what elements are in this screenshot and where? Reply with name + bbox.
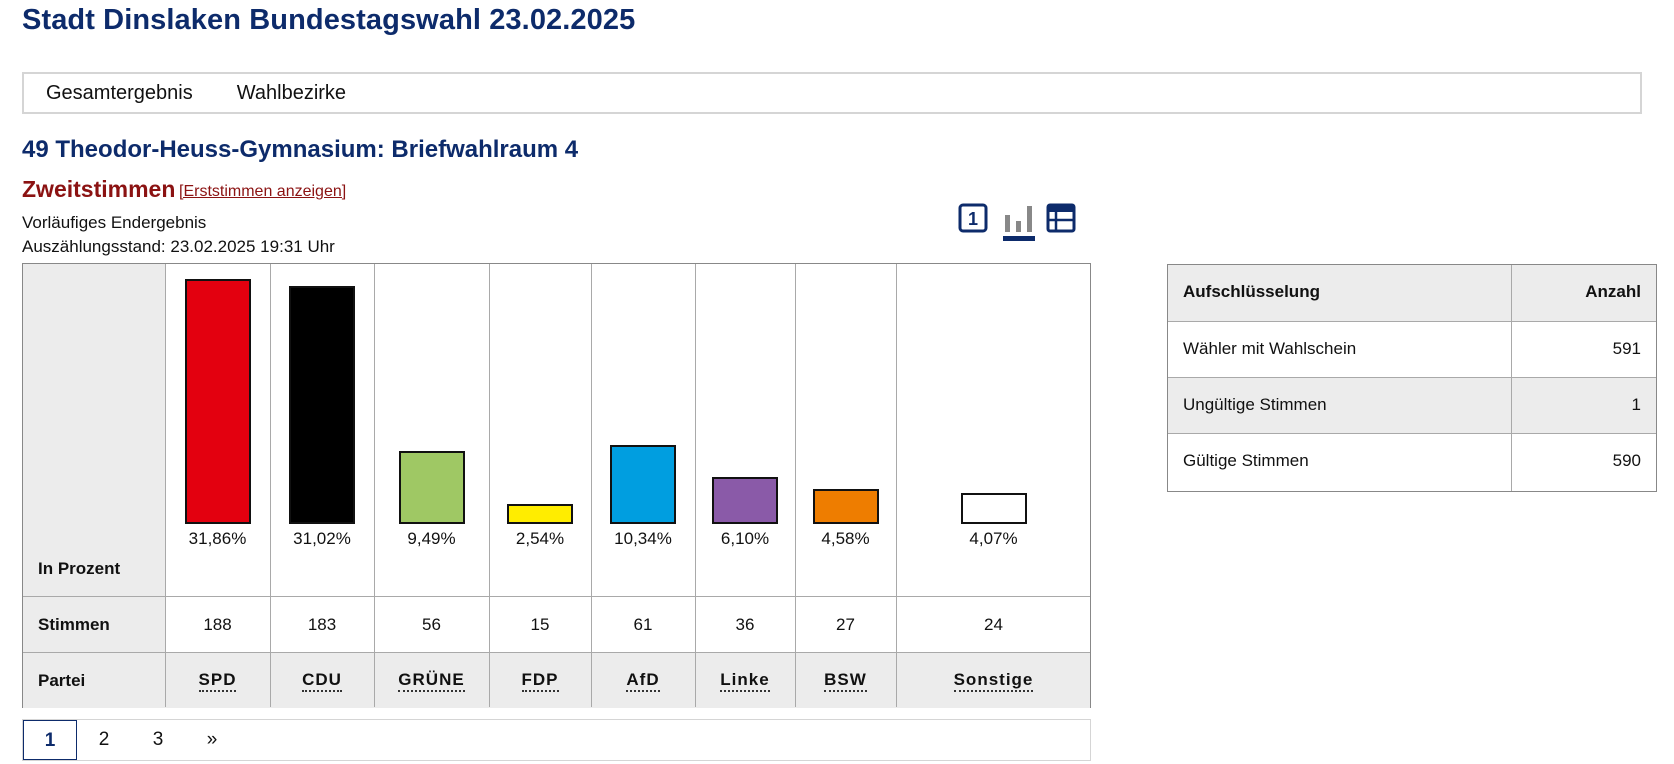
- party-column: [591, 264, 695, 707]
- page-1-button[interactable]: 1: [23, 720, 77, 760]
- votes-value: 188: [203, 615, 232, 634]
- breakdown-row: Ungültige Stimmen 1: [1168, 377, 1656, 433]
- party-name-cell: BSW: [795, 670, 896, 692]
- party-name-cell: Sonstige: [896, 670, 1091, 692]
- party-column: [896, 264, 1091, 707]
- number-view-label: 1: [968, 209, 978, 229]
- votes-value: 61: [633, 615, 653, 634]
- party-row-label: Partei: [38, 671, 86, 690]
- votes-value: 36: [735, 615, 755, 634]
- pagination: 1 2 3 »: [22, 719, 1091, 761]
- breakdown-row-value: 1: [1631, 395, 1641, 414]
- nav-wahlbezirke[interactable]: Wahlbezirke: [236, 81, 347, 104]
- party-row-bg: [23, 652, 1090, 708]
- party-name-afd[interactable]: AfD: [626, 670, 660, 692]
- breakdown-row-value: 590: [1612, 451, 1641, 470]
- show-first-votes-link[interactable]: [Erststimmen anzeigen]: [179, 183, 347, 200]
- percent-value: 4,58%: [821, 529, 870, 548]
- party-column: [695, 264, 795, 707]
- bar-linke: [712, 477, 778, 524]
- breakdown-row-label: Gültige Stimmen: [1183, 451, 1309, 470]
- status-timestamp: Auszählungsstand: 23.02.2025 19:31 Uhr: [22, 237, 335, 256]
- page-title: Stadt Dinslaken Bundestagswahl 23.02.202…: [22, 4, 636, 36]
- bar-sonstige: [960, 492, 1027, 524]
- breakdown-header-count: Anzahl: [1585, 282, 1641, 301]
- main-nav: Gesamtergebnis Wahlbezirke: [22, 72, 1642, 114]
- bar-grüne: [398, 451, 465, 524]
- party-name-bsw[interactable]: BSW: [824, 670, 867, 692]
- percent-value: 31,02%: [293, 529, 351, 548]
- row-divider: [23, 652, 1090, 653]
- votes-value: 183: [307, 615, 337, 634]
- party-name-cell: CDU: [270, 670, 374, 692]
- percent-value: 4,07%: [969, 529, 1018, 548]
- breakdown-header-row: Aufschlüsselung Anzahl: [1168, 265, 1656, 321]
- vote-type-title: Zweitstimmen: [22, 176, 176, 202]
- breakdown-column-divider: [1511, 265, 1512, 491]
- party-name-cell: Linke: [695, 670, 795, 692]
- percent-row-label: In Prozent: [38, 559, 121, 578]
- page-2-button[interactable]: 2: [98, 729, 110, 750]
- breakdown-header-label: Aufschlüsselung: [1183, 282, 1320, 301]
- party-name-cell: GRÜNE: [374, 670, 489, 692]
- number-view-icon[interactable]: 1: [958, 203, 988, 238]
- table-view-icon[interactable]: [1046, 203, 1076, 238]
- status-result-type: Vorläufiges Endergebnis: [22, 213, 207, 232]
- party-column: [374, 264, 489, 707]
- count-status: Vorläufiges Endergebnis Auszählungsstand…: [22, 211, 335, 259]
- party-column: [165, 264, 270, 707]
- party-name-cell: AfD: [591, 670, 695, 692]
- percent-value: 9,49%: [407, 529, 456, 548]
- votes-row-label: Stimmen: [38, 615, 110, 634]
- party-column: [795, 264, 896, 707]
- party-name-grüne[interactable]: GRÜNE: [398, 670, 465, 692]
- percent-value: 2,54%: [515, 529, 565, 548]
- party-name-cdu[interactable]: CDU: [302, 670, 342, 692]
- nav-gesamtergebnis[interactable]: Gesamtergebnis: [46, 81, 193, 104]
- bar-cdu: [289, 285, 355, 524]
- party-name-sonstige[interactable]: Sonstige: [953, 670, 1034, 692]
- party-name-spd[interactable]: SPD: [198, 670, 237, 692]
- percent-value: 10,34%: [614, 529, 672, 548]
- page-3-button[interactable]: 3: [152, 729, 164, 750]
- bar-fdp: [507, 504, 573, 524]
- party-name-cell: SPD: [165, 670, 270, 692]
- view-switcher: 1: [958, 203, 1078, 245]
- district-title: 49 Theodor-Heuss-Gymnasium: Briefwahlrau…: [22, 136, 579, 163]
- party-column: [489, 264, 591, 707]
- row-divider: [23, 596, 1090, 597]
- breakdown-table: Aufschlüsselung Anzahl Wähler mit Wahlsc…: [1167, 264, 1657, 492]
- votes-value: 24: [984, 615, 1003, 634]
- party-column: [270, 264, 374, 707]
- breakdown-row-label: Wähler mit Wahlschein: [1183, 339, 1357, 358]
- votes-value: 15: [530, 615, 550, 634]
- label-column: [23, 264, 165, 707]
- next-page-button[interactable]: »: [206, 729, 218, 750]
- party-name-cell: FDP: [489, 670, 591, 692]
- votes-value: 27: [836, 615, 855, 634]
- results-table: In Prozent Stimmen Partei 31,86% 188 SPD 31…: [22, 263, 1091, 708]
- percent-value: 31,86%: [188, 529, 247, 548]
- party-name-fdp[interactable]: FDP: [521, 670, 559, 692]
- bar-afd: [610, 444, 676, 524]
- party-name-linke[interactable]: Linke: [720, 670, 770, 692]
- breakdown-row: Wähler mit Wahlschein 591: [1168, 321, 1656, 377]
- bar-bsw: [812, 488, 879, 524]
- bar-chart-icon[interactable]: [1002, 203, 1036, 248]
- bar-spd: [184, 279, 251, 524]
- votes-value: 56: [422, 615, 441, 634]
- percent-value: 6,10%: [720, 529, 770, 548]
- breakdown-row-label: Ungültige Stimmen: [1183, 395, 1327, 414]
- breakdown-row: Gültige Stimmen 590: [1168, 433, 1656, 489]
- breakdown-row-value: 591: [1612, 339, 1641, 358]
